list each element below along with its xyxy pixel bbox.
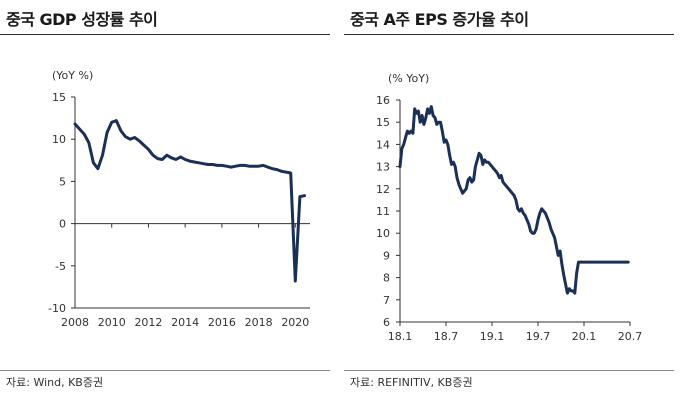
eps-chart-title: 중국 A주 EPS 증가율 추이	[350, 10, 529, 29]
y-axis-label: (% YoY)	[388, 72, 429, 85]
y-tick-label: 7	[383, 294, 390, 307]
y-tick-label: 5	[59, 175, 66, 188]
x-tick-label: 2020	[281, 316, 309, 329]
x-tick-label: 19.1	[480, 330, 505, 340]
gdp-source-divider	[0, 370, 330, 371]
x-tick-label: 2016	[208, 316, 236, 329]
gdp-panel: 중국 GDP 성장률 추이 (YoY %) -10 -5 0 5 10 15 2008 2010…	[0, 0, 336, 400]
y-tick-label: 14	[376, 138, 390, 151]
x-tick-label: 20.1	[572, 330, 597, 340]
y-tick-label: 16	[376, 94, 390, 107]
eps-chart-source: 자료: REFINITIV, KB증권	[350, 376, 473, 389]
y-tick-label: 8	[383, 272, 390, 285]
gdp-chart-title: 중국 GDP 성장률 추이	[6, 10, 158, 29]
eps-source-divider	[344, 370, 674, 371]
x-tick-label: 2018	[245, 316, 273, 329]
x-tick-label: 18.7	[434, 330, 459, 340]
y-tick-label: 0	[59, 218, 66, 231]
y-tick-label: 12	[376, 183, 390, 196]
y-tick-label: 6	[383, 316, 390, 329]
y-tick-label: 15	[52, 91, 66, 104]
y-tick-label: 15	[376, 116, 390, 129]
y-tick-label: 10	[376, 227, 390, 240]
series-line	[398, 105, 630, 295]
x-tick-label: 2008	[61, 316, 89, 329]
gdp-chart-source: 자료: Wind, KB증권	[6, 376, 104, 389]
series-line	[73, 119, 306, 283]
y-axis-label: (YoY %)	[52, 69, 93, 82]
x-tick-label: 18.1	[388, 330, 413, 340]
x-tick-label: 2012	[134, 316, 162, 329]
eps-panel: 중국 A주 EPS 증가율 추이 (% YoY) 6 7 8 9 10 11 12 13 14 15…	[344, 0, 680, 400]
eps-chart: (% YoY) 6 7 8 9 10 11 12 13 14 15 16 18.1 18.7 19.1 19.…	[376, 72, 643, 340]
gdp-title-divider	[0, 34, 330, 35]
y-tick-label: -10	[48, 302, 66, 315]
y-tick-label: 13	[376, 161, 390, 174]
x-tick-label: 19.7	[526, 330, 551, 340]
eps-title-divider	[344, 34, 674, 35]
y-tick-label: -5	[55, 260, 66, 273]
gdp-chart: (YoY %) -10 -5 0 5 10 15 2008 2010 2012 2014 2016 20…	[48, 69, 310, 329]
y-tick-label: 11	[376, 205, 390, 218]
x-tick-label: 20.7	[618, 330, 643, 340]
y-tick-label: 9	[383, 249, 390, 262]
x-tick-label: 2010	[98, 316, 126, 329]
x-tick-label: 2014	[171, 316, 199, 329]
y-tick-label: 10	[52, 133, 66, 146]
